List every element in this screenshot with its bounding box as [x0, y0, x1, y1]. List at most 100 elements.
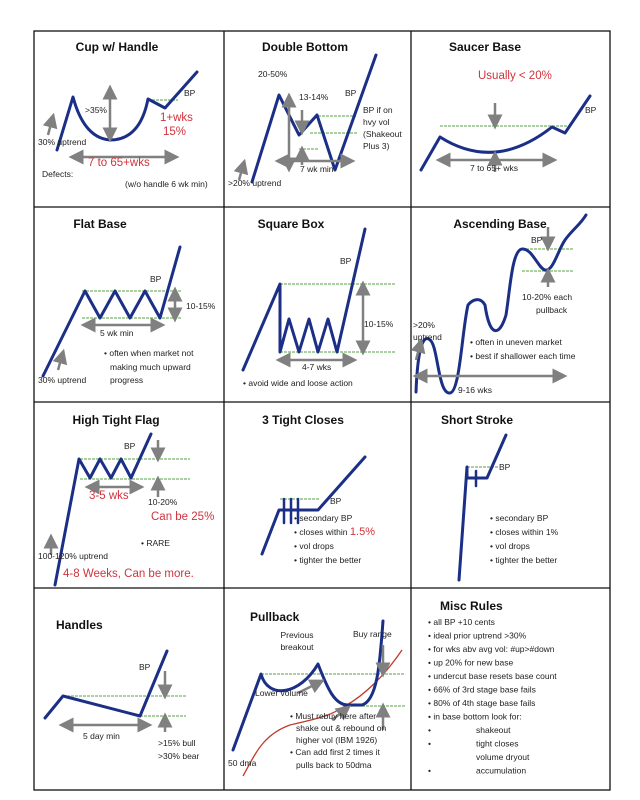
cell-title: Saucer Base [449, 40, 521, 54]
depth-label: Usually < 20% [478, 70, 552, 82]
close-pct: 1.5% [350, 526, 375, 538]
note-line: • tighter the better [490, 555, 557, 565]
note-line: BP if on [363, 105, 393, 115]
previous-breakout-label: breakout [280, 642, 314, 652]
rule-item: • 66% of 3rd stage base fails [428, 685, 536, 695]
cell-title: Double Bottom [262, 40, 348, 54]
uptrend-label: uptrend [413, 332, 442, 342]
bp-label: BP [124, 441, 136, 451]
uptrend-arrow [233, 158, 249, 181]
cell-handles: Handles BP 5 day min >15% bull >30% bear [43, 618, 200, 761]
cell-short-stroke: Short Stroke BP • secondary BP • closes … [441, 413, 559, 582]
rebuy-arrow [331, 705, 351, 721]
bp-label: BP [139, 662, 151, 672]
bp-label: BP [531, 235, 543, 245]
bp-label: BP [340, 256, 352, 266]
depth-label: 10-15% [364, 319, 394, 329]
note-text: • closes within [294, 527, 348, 537]
rule-item: • for wks abv avg vol: #up>#down [428, 644, 555, 654]
lower-volume-arrow [297, 679, 325, 695]
handle-pct-label: 15% [163, 126, 186, 138]
cell-misc-rules: Misc Rules • all BP +10 cents • ideal pri… [428, 599, 557, 776]
sub-rule-bullet: • [428, 725, 431, 735]
price-line [41, 245, 182, 378]
note-line: Plus 3) [363, 141, 390, 151]
note-line: higher vol (IBM 1926) [296, 735, 377, 745]
note-line: making much upward [110, 362, 191, 372]
sub-rule-item: shakeout [476, 725, 511, 735]
cell-flat-base: Flat Base BP 10-15% 5 wk min • often whe… [38, 217, 216, 385]
note-line: • often when market not [104, 348, 194, 358]
cell-3-tight-closes: 3 Tight Closes BP • secondary BP • close… [260, 413, 375, 565]
cell-cup-with-handle: Cup w/ Handle BP >35% 1+wks 15% 30% uptr… [38, 40, 208, 189]
cell-high-tight-flag: High Tight Flag BP 3-5 wks 10-20% Can be… [38, 413, 214, 587]
note-line: • closes within 1% [490, 527, 559, 537]
rule-item: • up 20% for new base [428, 658, 513, 668]
duration-label: 5 day min [83, 731, 120, 741]
cell-saucer-base: Saucer Base Usually < 20% BP 7 to 65+ wk… [419, 40, 597, 173]
tight-close-ticks [282, 497, 300, 525]
note-line: shake out & rebound on [296, 723, 387, 733]
depth-label: 20-50% [258, 69, 288, 79]
cell-double-bottom: Double Bottom 20-50% 13-14% BP BP if on … [228, 40, 402, 188]
note-line: • secondary BP [294, 513, 353, 523]
uptrend-label: 30% uptrend [38, 375, 86, 385]
duration-label: 4-7 wks [302, 362, 331, 372]
rule-item: • undercut base resets base count [428, 671, 557, 681]
note-line: • vol drops [294, 541, 334, 551]
price-line [53, 432, 153, 587]
cell-title: Misc Rules [440, 599, 503, 613]
note-line: • often in uneven market [470, 337, 562, 347]
mid-label: 13-14% [299, 92, 329, 102]
price-line [414, 213, 588, 395]
grid-lines [33, 30, 611, 791]
pullback-label: 10-20% each [522, 292, 572, 302]
price-line [241, 227, 367, 372]
depth-label: >35% [85, 105, 107, 115]
duration-label: 9-16 wks [458, 385, 492, 395]
note-line: • best if shallower each time [470, 351, 576, 361]
note-line: • Must rebuy here after [290, 711, 376, 721]
depth-label: 10-15% [186, 301, 216, 311]
pullback-label: pullback [536, 305, 568, 315]
cell-title: Pullback [250, 610, 300, 624]
depth-label: >30% bear [158, 751, 200, 761]
uptrend-arrow [410, 337, 426, 361]
cell-title: Cup w/ Handle [76, 40, 159, 54]
sub-rule-item: tight closes [476, 739, 519, 749]
duration-label: 5 wk min [100, 328, 134, 338]
cell-title: Square Box [258, 217, 325, 231]
bp-label: BP [345, 88, 357, 98]
note-line: • vol drops [490, 541, 530, 551]
uptrend-arrow [52, 348, 68, 371]
sub-rule-item: volume dryout [476, 752, 530, 762]
note-line: pulls back to 50dma [296, 760, 372, 770]
cell-title: High Tight Flag [72, 413, 159, 427]
cell-ascending-base: Ascending Base BP 10-20% each pullback >… [410, 213, 588, 395]
sub-rule-bullet: • [428, 766, 431, 776]
bp-label: BP [585, 105, 597, 115]
cell-square-box: Square Box BP 10-15% 4-7 wks • avoid wid… [241, 217, 395, 388]
moving-average-label: 50 dma [228, 758, 257, 768]
rule-item: • in base bottom look for: [428, 712, 522, 722]
price-line [457, 433, 508, 582]
lower-volume-label: Lower volume [255, 688, 308, 698]
cell-title: Handles [56, 618, 103, 632]
handle-weeks-label: 1+wks [160, 112, 193, 124]
duration-label: 7 to 65+ wks [470, 163, 518, 173]
bp-label: BP [330, 496, 342, 506]
bp-label: BP [150, 274, 162, 284]
uptrend-arrow [42, 112, 58, 136]
note-line: • closes within 1.5% [294, 526, 375, 538]
rule-item: • ideal prior uptrend >30% [428, 631, 527, 641]
depth-alt-label: Can be 25% [151, 511, 214, 523]
note-line: hvy vol [363, 117, 390, 127]
sub-rule-bullet: • [428, 739, 431, 749]
cell-title: Ascending Base [453, 217, 547, 231]
note-line: • tighter the better [294, 555, 361, 565]
uptrend-label: >20% uptrend [228, 178, 281, 188]
note-line: progress [110, 375, 143, 385]
uptrend-time-label: 4-8 Weeks, Can be more. [63, 568, 194, 580]
bp-label: BP [499, 462, 511, 472]
